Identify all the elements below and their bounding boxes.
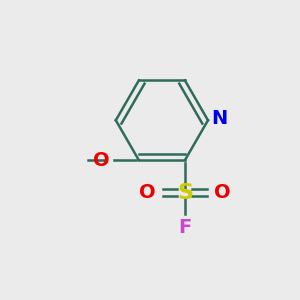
Text: S: S (177, 183, 193, 203)
Text: N: N (212, 109, 228, 128)
Text: O: O (92, 151, 109, 170)
Text: O: O (214, 183, 231, 202)
Text: O: O (139, 183, 156, 202)
Text: F: F (178, 218, 191, 237)
